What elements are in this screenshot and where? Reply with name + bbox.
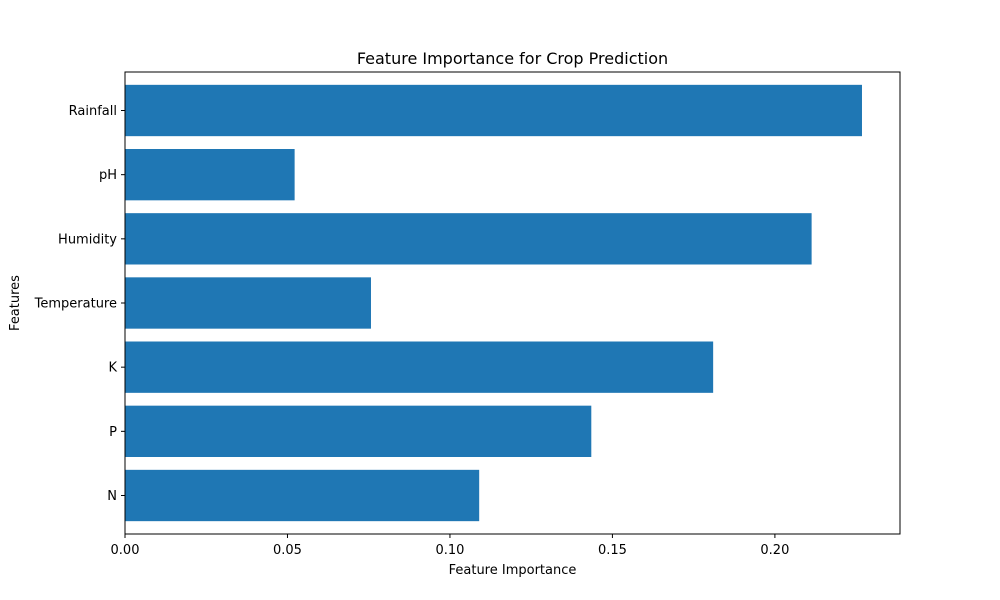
x-tick-label: 0.05 <box>273 543 302 558</box>
x-tick-label: 0.15 <box>598 543 627 558</box>
x-tick-label: 0.10 <box>435 543 464 558</box>
bar-p <box>125 405 592 457</box>
chart-title: Feature Importance for Crop Prediction <box>357 49 668 68</box>
plot-area-frame <box>124 71 901 535</box>
y-axis-ticks: N P K Temperature Humidity pH Rainfall <box>34 104 125 504</box>
y-tick-label: pH <box>99 168 117 183</box>
x-axis-label: Feature Importance <box>449 563 577 578</box>
y-tick-label: P <box>109 425 117 440</box>
y-tick-label: K <box>108 361 117 376</box>
bar-n <box>125 469 480 522</box>
x-tick-label: 0.00 <box>111 543 140 558</box>
y-tick-label: N <box>107 489 117 504</box>
y-axis-label: Features <box>8 275 23 331</box>
y-tick-label: Temperature <box>34 297 117 312</box>
bar-ph <box>125 149 295 201</box>
bars-group <box>125 84 862 522</box>
y-tick-label: Humidity <box>58 232 117 247</box>
bar-temperature <box>125 277 371 329</box>
x-tick-label: 0.20 <box>760 543 789 558</box>
bar-k <box>125 341 714 393</box>
x-axis-ticks: 0.00 0.05 0.10 0.15 0.20 <box>111 534 789 558</box>
y-tick-label: Rainfall <box>69 104 117 119</box>
bar-humidity <box>125 213 812 265</box>
bar-rainfall <box>125 84 862 137</box>
